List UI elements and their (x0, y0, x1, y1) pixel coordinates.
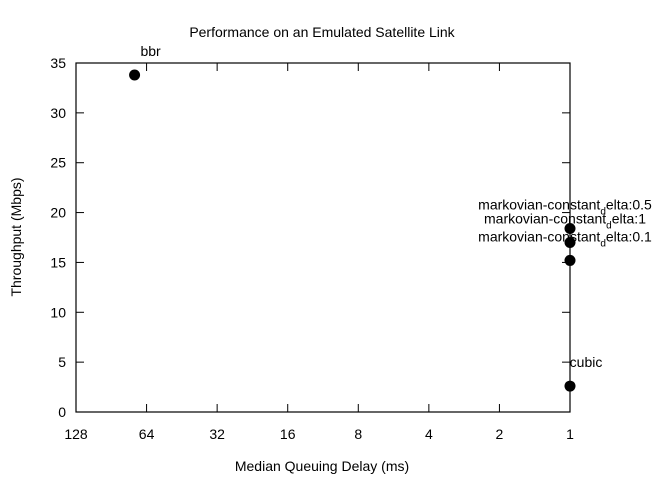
x-tick-label: 1 (566, 426, 574, 442)
x-tick-label: 128 (64, 426, 88, 442)
x-tick-label: 64 (139, 426, 155, 442)
y-axis-title: Throughput (Mbps) (8, 177, 24, 296)
x-tick-label: 4 (425, 426, 433, 442)
x-tick-label: 16 (280, 426, 296, 442)
x-tick-label: 32 (209, 426, 225, 442)
y-tick-label: 30 (50, 105, 66, 121)
y-tick-label: 10 (50, 304, 66, 320)
y-axis: 0 5 10 15 20 25 30 35 (50, 55, 570, 420)
x-tick-label: 8 (354, 426, 362, 442)
data-point (129, 69, 141, 81)
point-label: markovian-constantdelta:0.5 (478, 197, 652, 218)
y-tick-label: 0 (58, 404, 66, 420)
point-label: markovian-constantdelta:1 (484, 210, 646, 231)
x-tick-label: 2 (496, 426, 504, 442)
y-tick-label: 35 (50, 55, 66, 71)
data-point (564, 254, 576, 266)
point-label: cubic (570, 354, 603, 370)
y-tick-label: 15 (50, 254, 66, 270)
data-points: bbrmarkovian-constantdelta:0.5markovian-… (129, 43, 652, 392)
chart-title: Performance on an Emulated Satellite Lin… (189, 24, 455, 40)
y-tick-label: 20 (50, 205, 66, 221)
point-label: markovian-constantdelta:0.1 (478, 228, 652, 249)
point-label: bbr (140, 43, 161, 59)
x-axis: 128 64 32 16 8 4 2 1 (64, 63, 574, 442)
data-point (564, 236, 576, 248)
y-tick-label: 25 (50, 155, 66, 171)
data-point (564, 380, 576, 392)
data-point (564, 223, 576, 235)
y-tick-label: 5 (58, 354, 66, 370)
x-axis-title: Median Queuing Delay (ms) (235, 458, 409, 474)
